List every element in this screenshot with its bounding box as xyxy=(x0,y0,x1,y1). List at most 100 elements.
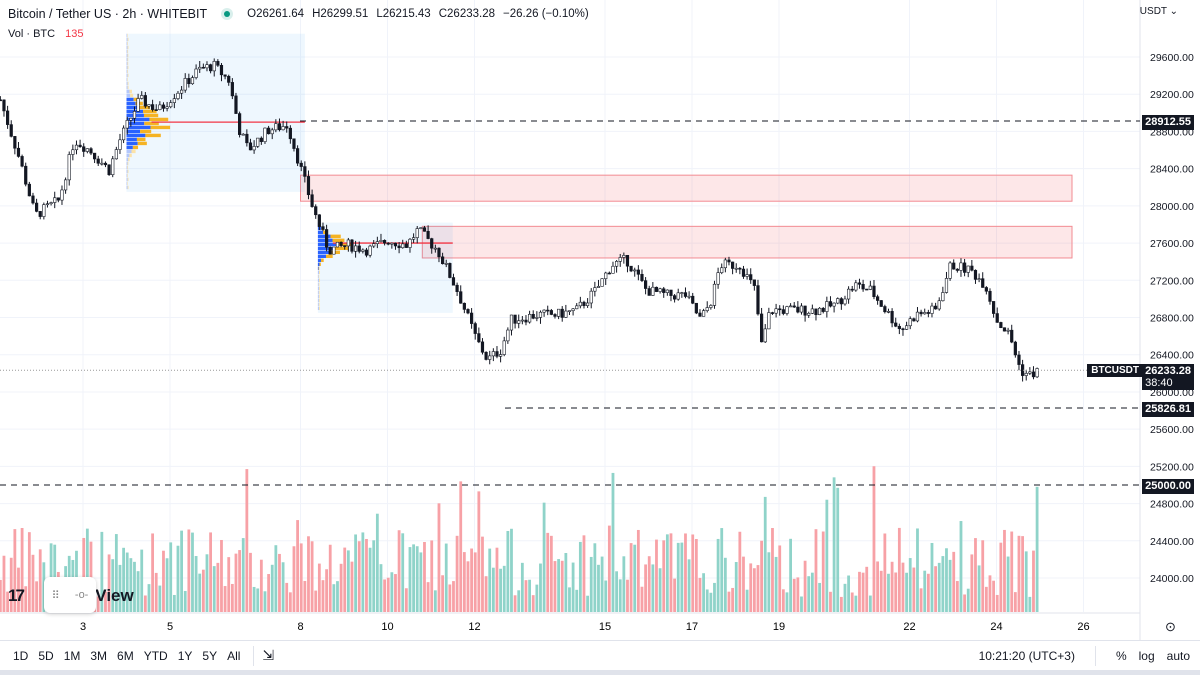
volume-bar xyxy=(618,579,622,612)
clock[interactable]: 10:21:20 (UTC+3) xyxy=(978,649,1075,663)
volume-bar xyxy=(107,554,111,612)
profile-bar-up xyxy=(317,306,319,311)
resistance-zone xyxy=(300,174,1073,202)
volume-bar xyxy=(687,559,691,612)
volume-bar xyxy=(941,556,945,612)
price-chart[interactable]: 29600.0029200.0028800.0028400.0028000.00… xyxy=(0,0,1200,640)
volume-bar xyxy=(549,535,553,612)
price-tick: 24000.00 xyxy=(1150,573,1194,585)
candle-down xyxy=(386,242,390,245)
range-1d[interactable]: 1D xyxy=(13,648,29,663)
candle-down xyxy=(756,285,760,315)
candle-up xyxy=(241,133,245,136)
volume-bar xyxy=(375,513,379,612)
volume-bar xyxy=(553,561,557,612)
volume-bar xyxy=(151,533,154,612)
candle-up xyxy=(169,102,173,108)
candle-down xyxy=(143,95,147,107)
range-1m[interactable]: 1M xyxy=(63,648,81,663)
candle-up xyxy=(701,310,706,317)
currency-selector[interactable]: USDT ⌄ xyxy=(1139,6,1178,17)
candle-up xyxy=(538,311,543,318)
volume-bar xyxy=(611,472,615,612)
candle-down xyxy=(343,245,347,247)
candle-up xyxy=(517,320,521,324)
profile-bar-up xyxy=(126,73,128,78)
divider xyxy=(1094,646,1096,666)
candle-down xyxy=(988,290,992,302)
candle-down xyxy=(607,272,611,275)
volume-bar xyxy=(484,576,488,612)
volume-bar xyxy=(832,477,836,612)
volume-bar xyxy=(883,533,887,612)
auto-toggle[interactable]: auto xyxy=(1166,649,1190,663)
symbol-price-tag: BTCUSDT xyxy=(1087,364,1143,377)
volume-bar xyxy=(462,552,466,612)
candle-up xyxy=(252,146,256,151)
range-6m[interactable]: 6M xyxy=(117,648,134,663)
volume-bar xyxy=(981,540,985,612)
volume-bar xyxy=(143,595,147,612)
profile-bar-up xyxy=(126,125,151,130)
profile-bar-down xyxy=(127,185,129,190)
goto-date-icon[interactable]: ⇲ xyxy=(262,647,275,663)
candle-up xyxy=(785,306,789,314)
range-5y[interactable]: 5Y xyxy=(202,648,218,663)
volume-bar xyxy=(256,588,260,612)
volume-bar xyxy=(694,539,698,612)
candle-down xyxy=(662,288,666,293)
volume-bar xyxy=(198,573,202,612)
volume-bar xyxy=(807,576,811,612)
profile-bar-up xyxy=(126,89,130,94)
volume-bar xyxy=(760,540,763,612)
percent-toggle[interactable]: % xyxy=(1115,649,1127,663)
profile-bar-down xyxy=(127,45,129,50)
candle-up xyxy=(977,278,981,280)
volume-bar xyxy=(354,534,357,612)
volume-bar xyxy=(702,573,705,612)
candle-down xyxy=(38,211,42,217)
candle-down xyxy=(151,104,155,110)
candle-up xyxy=(353,245,358,252)
candle-down xyxy=(636,269,640,275)
volume-bar xyxy=(854,595,858,612)
candle-down xyxy=(103,162,108,166)
range-5d[interactable]: 5D xyxy=(38,648,54,663)
range-ytd[interactable]: YTD xyxy=(143,648,168,663)
volume-bar xyxy=(274,545,278,612)
range-3m[interactable]: 3M xyxy=(90,648,108,663)
settings-icon[interactable]: ⊙ xyxy=(1165,619,1176,634)
candle-down xyxy=(448,263,452,278)
log-toggle[interactable]: log xyxy=(1138,649,1155,663)
candle-down xyxy=(531,314,535,319)
volume-bar xyxy=(245,469,249,612)
volume-bar xyxy=(321,580,325,612)
candle-up xyxy=(1028,371,1032,374)
candle-down xyxy=(440,256,445,265)
volume-bar xyxy=(136,571,140,612)
candle-up xyxy=(64,179,68,191)
candle-up xyxy=(111,158,115,176)
profile-bar-down xyxy=(127,69,129,74)
candle-down xyxy=(437,247,441,258)
price-tick: 27200.00 xyxy=(1150,275,1194,287)
drawing-drag-handle[interactable]: ⠿ -o- xyxy=(44,577,96,613)
volume-bar xyxy=(332,584,336,612)
symbol-title[interactable]: Bitcoin / Tether US · 2h · WHITEBIT xyxy=(8,7,208,21)
volume-bar xyxy=(658,568,662,612)
volume-bar xyxy=(995,594,999,612)
profile-bar-up xyxy=(317,270,319,275)
candle-up xyxy=(763,328,767,343)
candle-down xyxy=(78,144,82,148)
range-all[interactable]: All xyxy=(227,648,241,663)
profile-bar-down xyxy=(334,246,349,251)
volume-bar xyxy=(220,539,223,612)
candle-up xyxy=(488,355,492,360)
volume-bar xyxy=(114,534,118,612)
range-1y[interactable]: 1Y xyxy=(177,648,193,663)
candle-down xyxy=(640,273,644,281)
volume-bar xyxy=(183,590,187,612)
volume-bar xyxy=(17,567,20,612)
candle-down xyxy=(796,306,800,313)
candle-down xyxy=(466,309,470,314)
